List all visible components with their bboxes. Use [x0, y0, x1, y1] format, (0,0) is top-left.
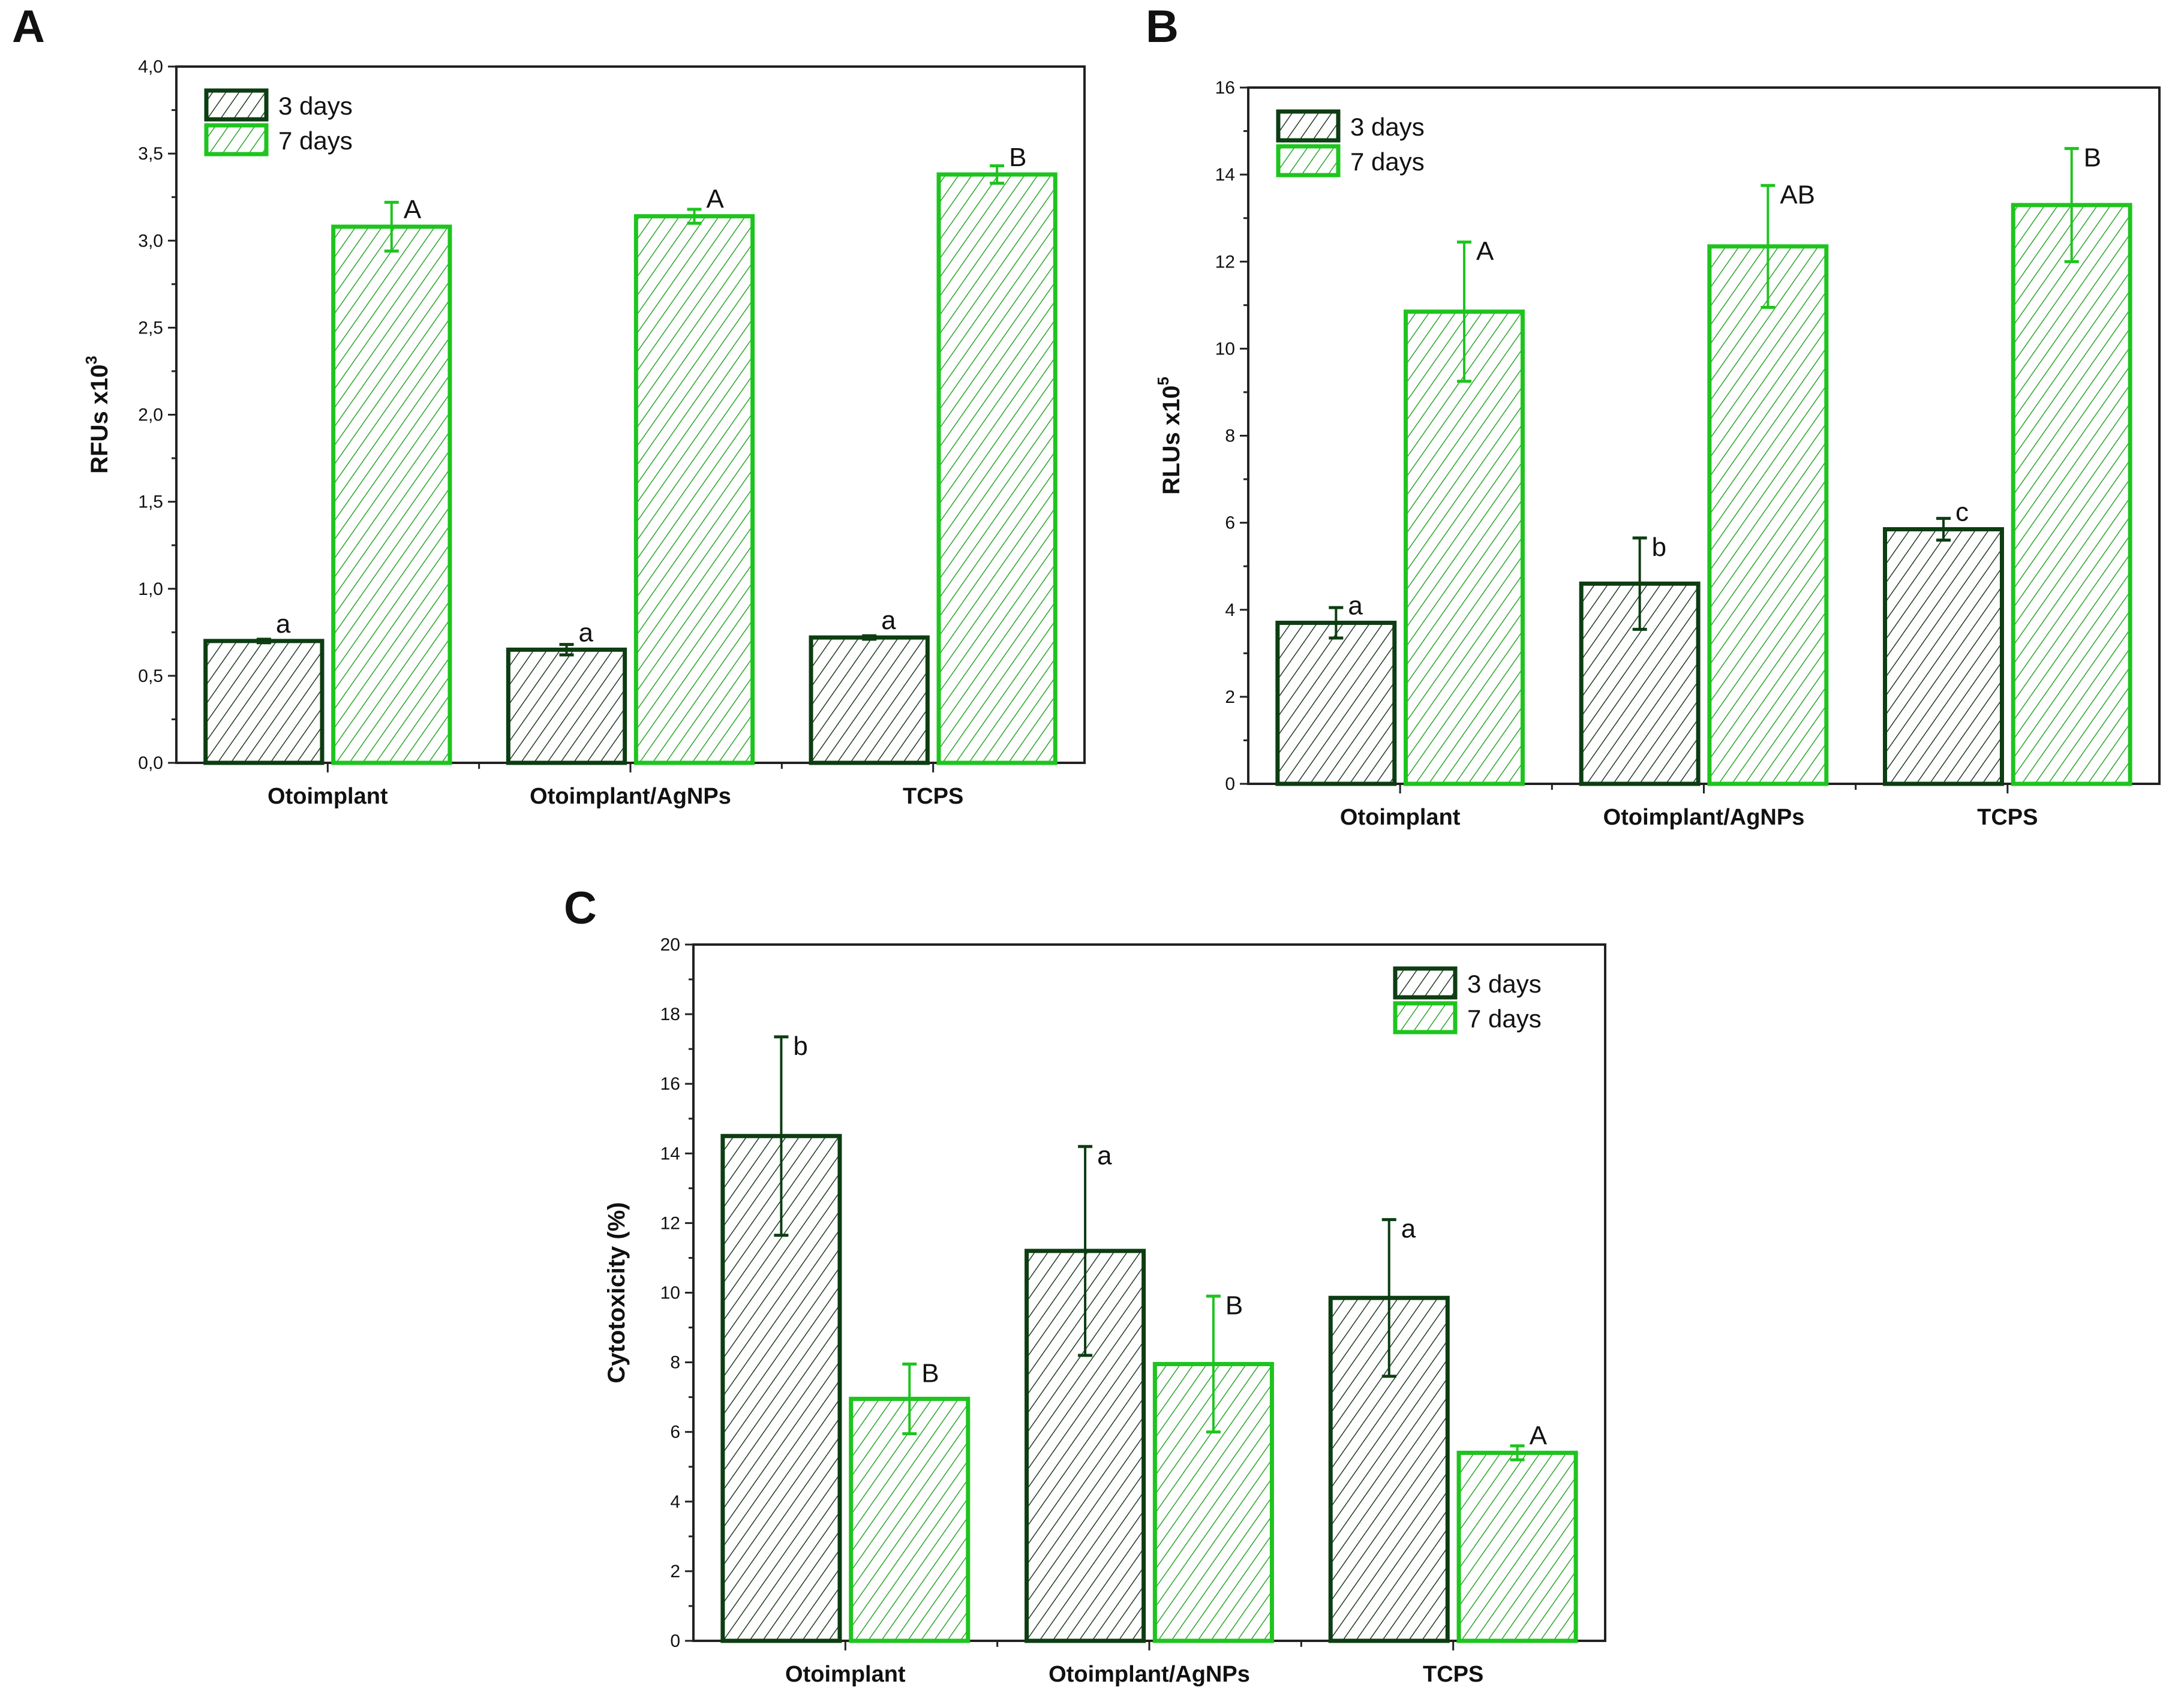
significance-letter: A [404, 195, 422, 224]
significance-letter: a [881, 606, 896, 635]
legend-swatch-3-days [204, 88, 269, 122]
y-tick-label: 1,5 [138, 492, 163, 512]
y-tick-label: 8 [670, 1353, 680, 1373]
bar-3-days [1883, 527, 2004, 786]
bar-7-days [1707, 244, 1829, 786]
legend-label: 7 days [278, 127, 353, 155]
y-tick-label: 12 [660, 1213, 680, 1233]
x-tick-label: Otoimplant/AgNPs [1603, 805, 1805, 830]
y-tick-label: 0,5 [138, 666, 163, 686]
y-tick-label: 4 [670, 1492, 680, 1512]
panel-letter: B [1146, 1, 1179, 52]
y-tick-label: 2 [1225, 687, 1235, 707]
y-tick-label: 6 [1225, 513, 1235, 533]
y-tick-label: 10 [660, 1283, 680, 1303]
y-axis-label: Cytotoxicity (%) [603, 1202, 630, 1383]
significance-letter: A [706, 185, 724, 214]
y-axis-label-superscript: 3 [82, 356, 100, 364]
y-tick-label: 1,0 [138, 579, 163, 599]
legend-swatch-3-days [1393, 966, 1458, 1000]
y-tick-label: 20 [660, 935, 680, 955]
y-tick-label: 3,5 [138, 144, 163, 164]
y-tick-label: 0 [670, 1631, 680, 1651]
chart-panel-b: B 0 2 4 6 8 10 12 14 16 RLUs x105 Otoimplant a A Otoim… [1146, 1, 2161, 830]
significance-letter: B [1225, 1291, 1243, 1320]
y-axis-label-text: RFUs x10 [86, 365, 113, 474]
bar-3-days [1275, 621, 1397, 786]
y-axis-label: RLUs x105 [1154, 377, 1185, 495]
y-tick-label: 2 [670, 1562, 680, 1581]
legend-swatch-7-days [204, 123, 269, 157]
significance-letter: B [1009, 143, 1026, 172]
bar-7-days [331, 224, 452, 765]
y-tick-label: 10 [1215, 339, 1235, 359]
chart-panel-c: C 0 2 4 6 8 10 12 14 16 18 20 Cytotoxicity (%) Otoimp… [564, 883, 1606, 1687]
y-tick-label: 2,5 [138, 318, 163, 338]
y-axis-label-text: RLUs x10 [1158, 386, 1185, 495]
significance-letter: c [1955, 498, 1969, 527]
y-tick-label: 16 [1215, 78, 1235, 98]
y-tick-label: 3,0 [138, 231, 163, 251]
legend-swatch-7-days [1393, 1001, 1458, 1035]
chart-panel-a: A 0,0 0,5 1,0 1,5 2,0 2,5 3,0 3,5 4,0 RFUs x103 Oto… [12, 1, 1086, 809]
x-tick-label: Otoimplant [1340, 805, 1461, 830]
y-tick-label: 8 [1225, 426, 1235, 446]
y-tick-label: 0 [1225, 774, 1235, 794]
significance-letter: a [1348, 591, 1363, 621]
y-tick-label: 6 [670, 1423, 680, 1442]
y-tick-label: 4,0 [138, 57, 163, 77]
significance-letter: A [1476, 237, 1494, 266]
legend-label: 3 days [1350, 113, 1425, 141]
y-tick-label: 0,0 [138, 753, 163, 773]
legend-label: 3 days [278, 92, 353, 120]
bar-7-days [1404, 309, 1525, 786]
significance-letter: b [1652, 533, 1666, 562]
y-tick-label: 14 [660, 1144, 680, 1163]
bar-7-days [1456, 1451, 1578, 1643]
bar-7-days [633, 214, 755, 765]
y-axis-label: RFUs x103 [82, 356, 113, 474]
significance-letter: B [921, 1359, 939, 1388]
bar-7-days [849, 1397, 971, 1643]
significance-letter: b [793, 1032, 807, 1061]
significance-letter: a [276, 609, 291, 639]
bar-7-days [2011, 203, 2132, 786]
significance-letter: A [1530, 1421, 1548, 1451]
significance-letter: AB [1780, 180, 1815, 209]
bar-3-days [506, 647, 627, 765]
y-axis-label-text: Cytotoxicity (%) [603, 1202, 630, 1383]
legend-label: 7 days [1350, 148, 1425, 176]
bar-3-days [809, 635, 930, 765]
legend-swatch-3-days [1276, 109, 1341, 143]
y-tick-label: 18 [660, 1005, 680, 1024]
x-tick-label: TCPS [1977, 805, 2038, 830]
y-axis-label-superscript: 5 [1154, 377, 1172, 385]
panel-letter: C [564, 883, 597, 934]
x-tick-label: Otoimplant/AgNPs [530, 784, 731, 809]
significance-letter: a [579, 618, 594, 647]
legend-label: 7 days [1467, 1005, 1542, 1033]
y-tick-label: 14 [1215, 165, 1235, 185]
bar-7-days [936, 172, 1058, 765]
significance-letter: B [2084, 143, 2101, 173]
x-tick-label: TCPS [1423, 1662, 1483, 1687]
y-tick-label: 2,0 [138, 405, 163, 425]
y-tick-label: 16 [660, 1074, 680, 1094]
y-tick-label: 12 [1215, 252, 1235, 272]
x-tick-label: Otoimplant [785, 1662, 906, 1687]
panel-letter: A [12, 1, 45, 52]
significance-letter: a [1097, 1141, 1112, 1171]
legend-swatch-7-days [1276, 144, 1341, 178]
x-tick-label: Otoimplant [268, 784, 388, 809]
bar-3-days [203, 639, 325, 765]
significance-letter: a [1401, 1214, 1416, 1244]
legend-label: 3 days [1467, 970, 1542, 998]
x-tick-label: TCPS [903, 784, 963, 809]
x-tick-label: Otoimplant/AgNPs [1049, 1662, 1250, 1687]
y-tick-label: 4 [1225, 600, 1235, 620]
